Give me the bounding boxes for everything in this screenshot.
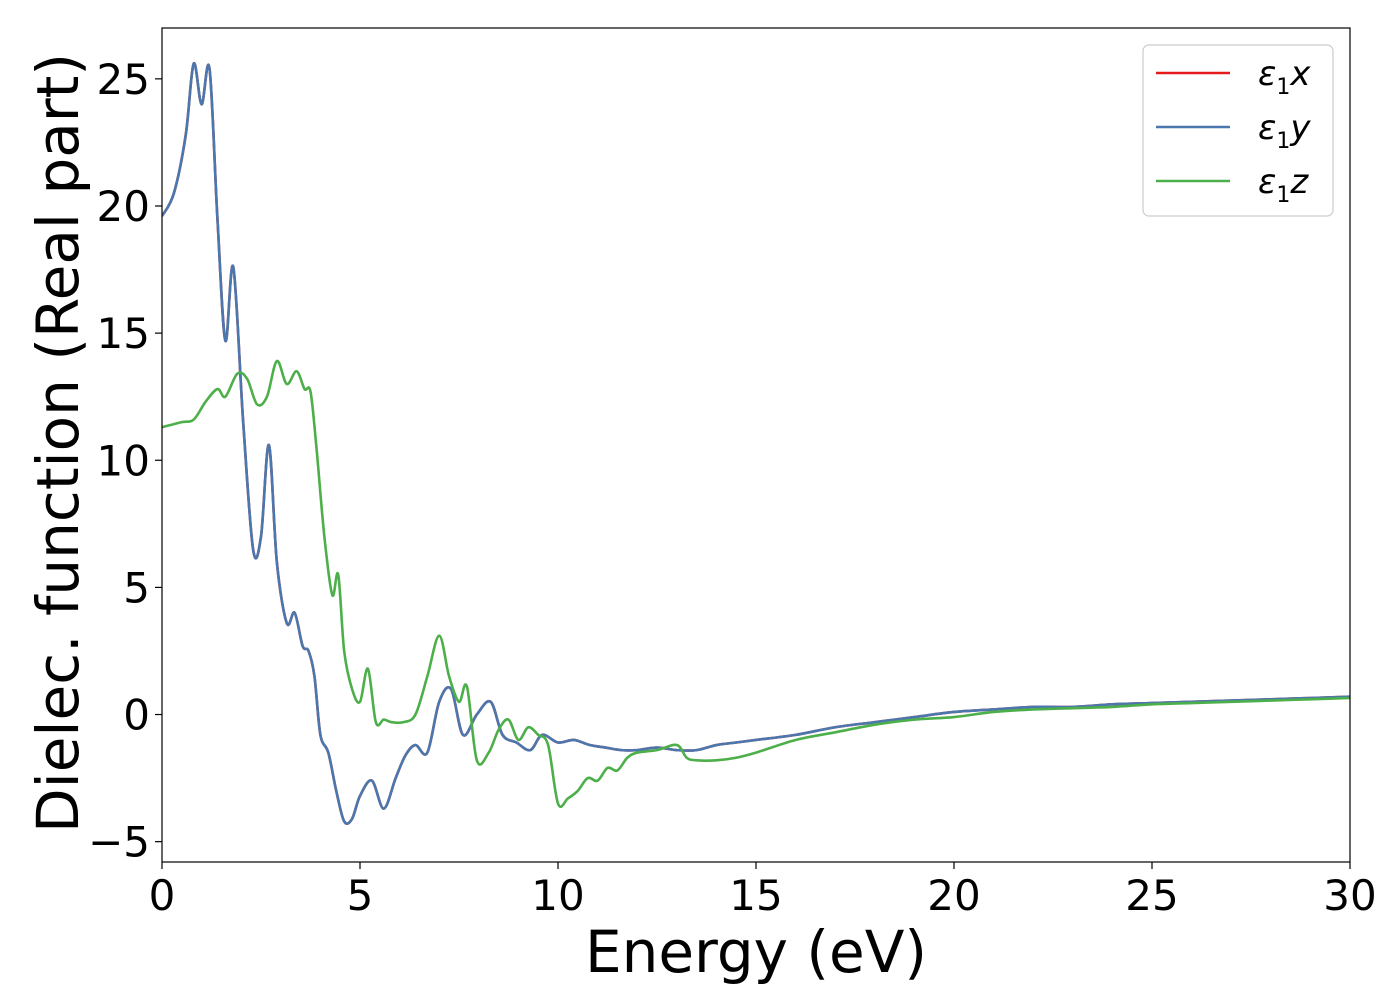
y-tick-label: −5 (88, 818, 150, 867)
plot-lines (162, 62, 1350, 825)
x-tick-label: 15 (729, 871, 782, 920)
legend-item-z: ε1z (1156, 162, 1309, 208)
x-tick-label: 25 (1125, 871, 1178, 920)
x-axis-ticks: 0 5 10 15 20 25 30 (149, 862, 1377, 920)
legend-item-y: ε1y (1156, 108, 1311, 154)
x-tick-label: 5 (347, 871, 374, 920)
legend-box (1142, 44, 1334, 217)
x-tick-label: 20 (927, 871, 980, 920)
legend-item-x: ε1x (1156, 54, 1311, 100)
x-axis-label: Energy (eV) (585, 918, 927, 986)
y-tick-label: 0 (123, 691, 150, 740)
y-tick-label: 15 (97, 309, 150, 358)
y-tick-label: 25 (97, 55, 150, 104)
y-tick-label: 20 (97, 182, 150, 231)
series-line-y (162, 62, 1350, 825)
legend-label: ε1y (1258, 108, 1311, 154)
series-line-z (162, 359, 1350, 809)
x-tick-label: 10 (531, 871, 584, 920)
y-tick-label: 5 (123, 563, 150, 612)
y-tick-label: 10 (97, 436, 150, 485)
legend: ε1x ε1y ε1z (1142, 44, 1334, 217)
y-axis-label: Dielec. function (Real part) (24, 53, 92, 833)
x-tick-label: 30 (1323, 871, 1376, 920)
legend-label: ε1z (1258, 162, 1309, 208)
x-tick-label: 0 (149, 871, 176, 920)
legend-label: ε1x (1258, 54, 1311, 100)
y-axis-ticks: −5 0 5 10 15 20 25 (88, 55, 162, 867)
